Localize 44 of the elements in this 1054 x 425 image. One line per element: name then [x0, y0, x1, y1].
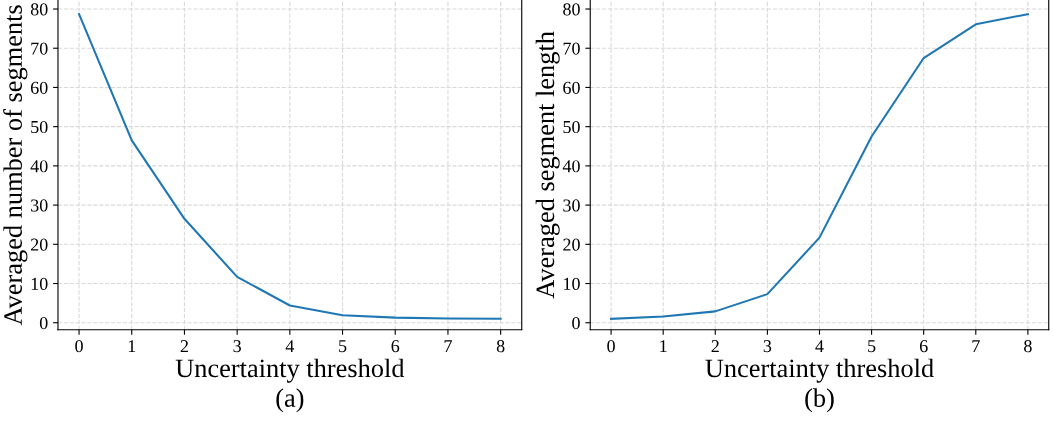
x-tick-label: 6: [391, 340, 400, 353]
y-tick-label: 50: [31, 120, 48, 134]
x-tick-label: 2: [180, 340, 188, 353]
x-tick-label: 7: [972, 340, 980, 353]
x-tick-label: 4: [285, 340, 295, 353]
line-series: [78, 13, 502, 320]
y-tick-label: 80: [30, 3, 48, 16]
x-tick-label: 1: [128, 340, 136, 353]
line-series: [610, 13, 1029, 320]
y-tick-label: 80: [563, 3, 580, 16]
x-tick-label: 3: [763, 340, 772, 353]
y-tick-label: 40: [562, 160, 580, 173]
x-tick-label: 5: [339, 340, 347, 353]
x-tick-label: 5: [868, 340, 876, 353]
y-axis-title: Averaged number of segments: [3, 5, 28, 326]
y-tick-label: 20: [30, 238, 48, 251]
x-tick-label: 4: [815, 340, 824, 353]
y-tick-label: 70: [563, 42, 580, 55]
text: (b): [805, 388, 834, 413]
y-tick-label: 40: [30, 160, 48, 173]
y-tick-label: 0: [572, 317, 580, 330]
y-tick-label: 10: [31, 277, 48, 290]
x-tick-label: 3: [233, 340, 241, 353]
x-tick-label: 8: [1024, 340, 1032, 353]
y-tick-label: 10: [564, 277, 580, 290]
x-tick-label: 7: [444, 340, 452, 353]
x-tick-label: 8: [496, 340, 505, 353]
y-tick-label: 20: [563, 238, 580, 251]
y-tick-label: 50: [563, 120, 580, 134]
y-tick-label: 60: [563, 81, 580, 94]
x-tick-label: 2: [711, 340, 719, 353]
y-tick-label: 60: [30, 81, 48, 94]
x-tick-label: 1: [660, 340, 667, 353]
x-axis-title: Uncertainty threshold: [705, 358, 934, 383]
y-axis-title: Averaged segment length: [535, 31, 560, 299]
x-tick-label: 0: [75, 340, 83, 353]
x-axis-title: Uncertainty threshold: [175, 358, 405, 383]
x-tick-label: 6: [919, 340, 928, 353]
y-tick-label: 0: [39, 317, 48, 330]
y-tick-label: 70: [31, 42, 48, 55]
y-tick-label: 30: [563, 199, 580, 212]
x-tick-label: 0: [607, 340, 615, 353]
text: (a): [276, 388, 304, 413]
y-tick-label: 30: [31, 199, 48, 212]
